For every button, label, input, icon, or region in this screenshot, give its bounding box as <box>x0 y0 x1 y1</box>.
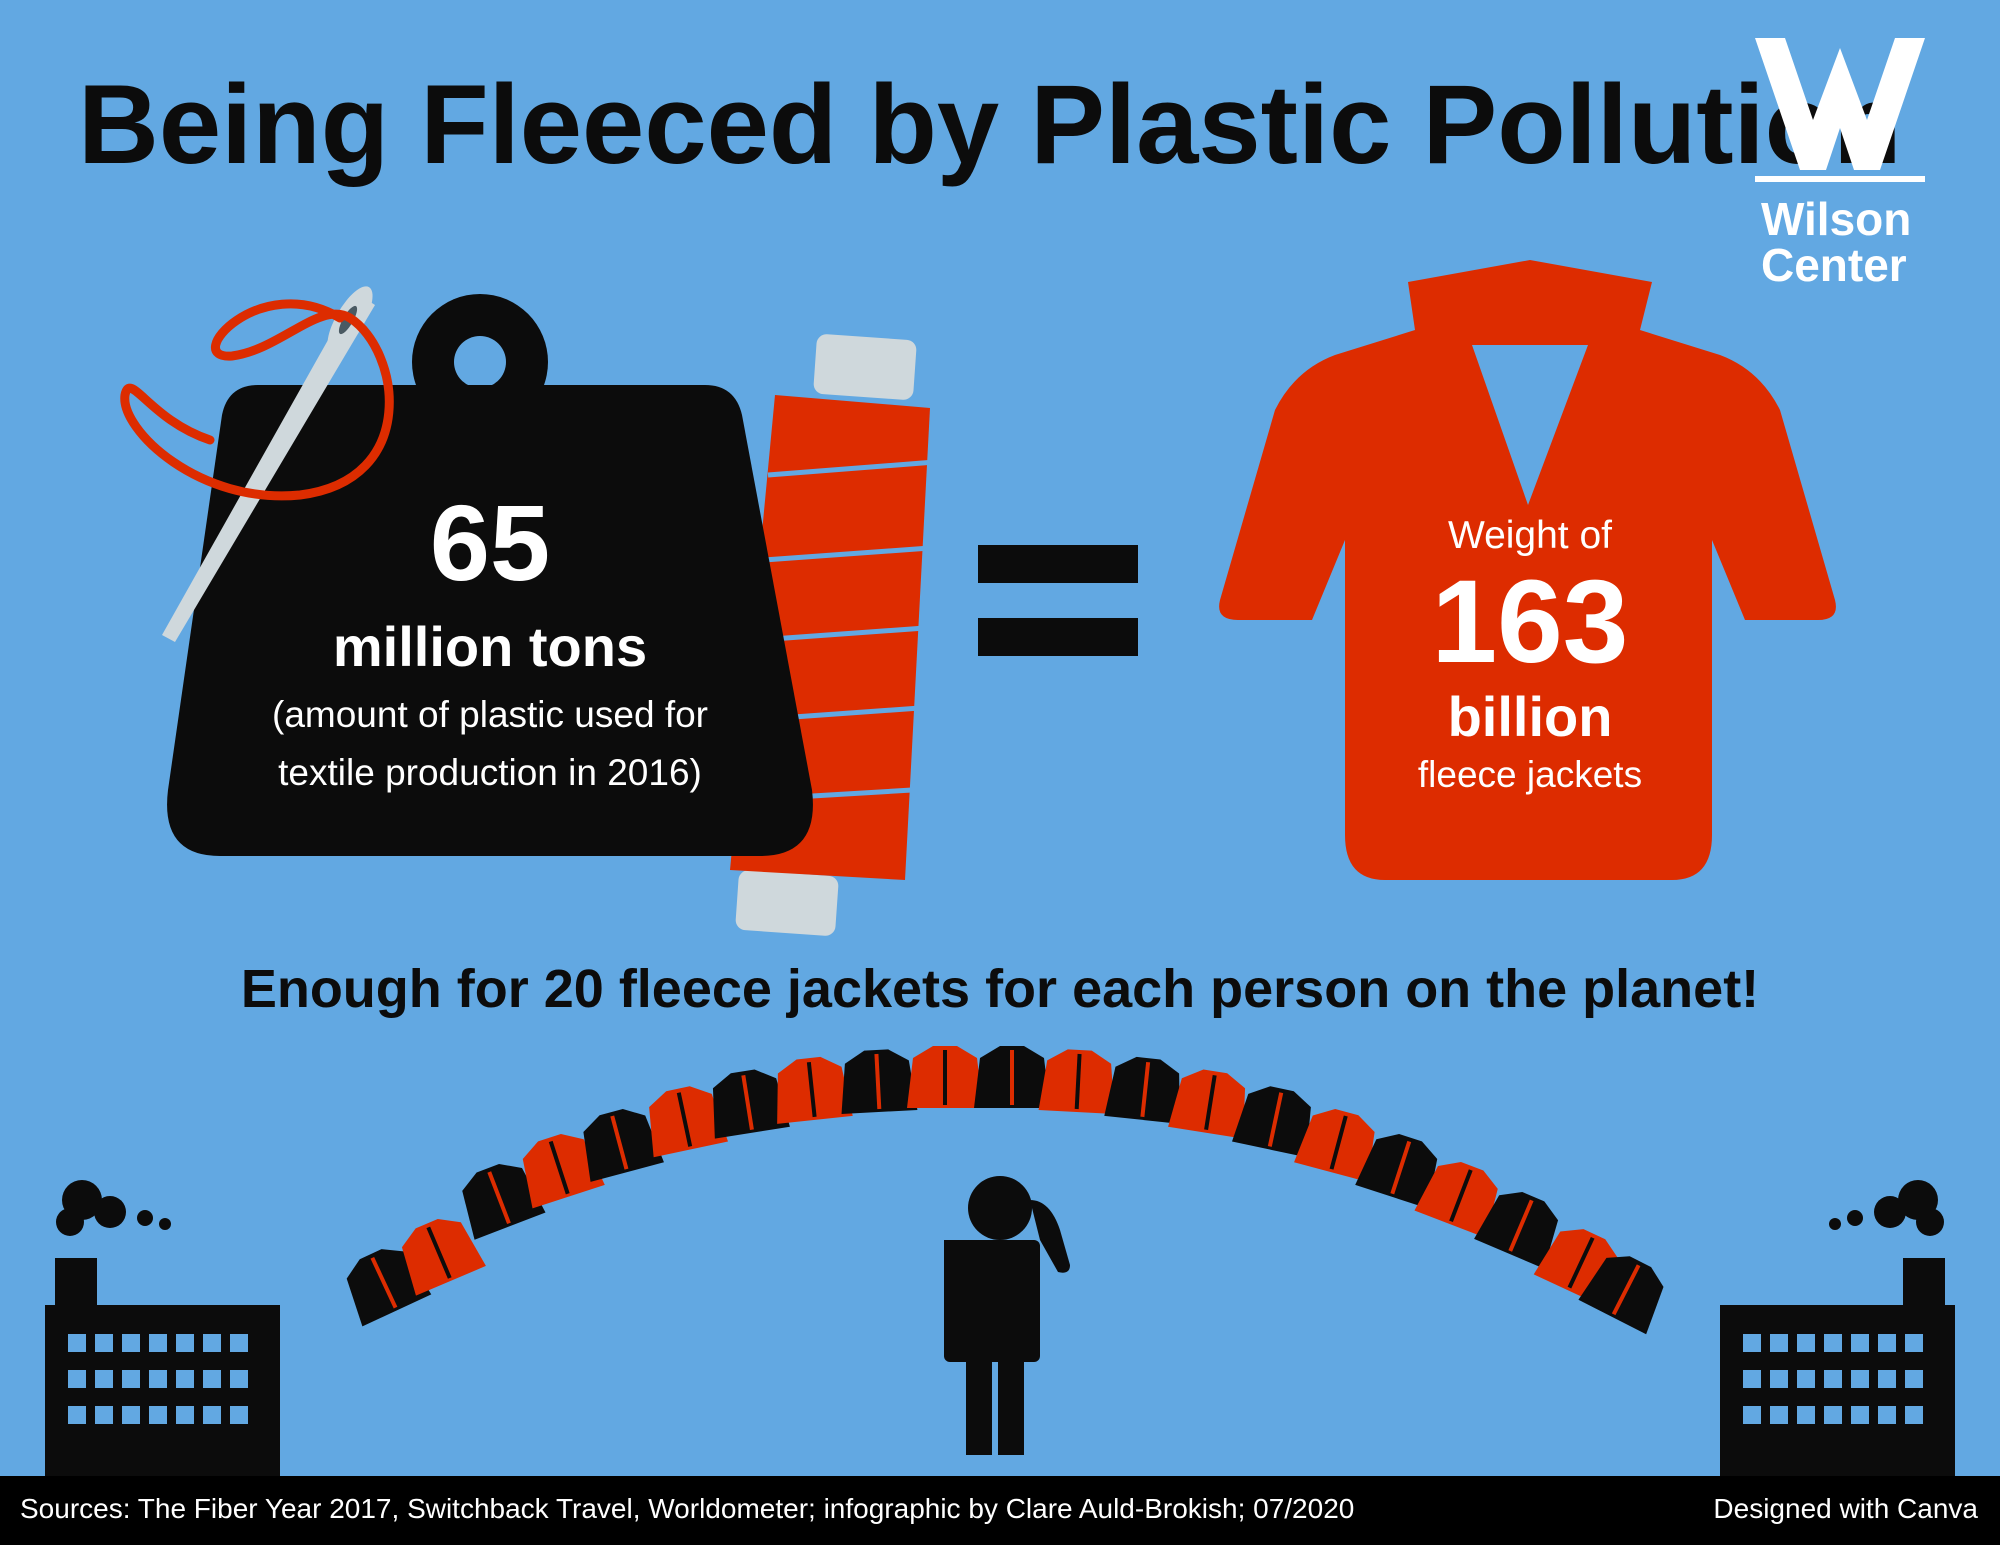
logo-name-line1: Wilson <box>1761 193 1912 245</box>
small-jacket <box>974 1046 1050 1108</box>
small-jacket <box>907 1046 983 1108</box>
small-jacket <box>1168 1069 1246 1139</box>
small-jacket <box>1038 1049 1115 1114</box>
thread-icon <box>120 299 394 501</box>
headline: Enough for 20 fleece jackets for each pe… <box>240 959 1760 1019</box>
design-credit: Designed with Canva <box>1713 1493 1978 1524</box>
logo-name-line2: Center <box>1761 239 1907 291</box>
small-jacket <box>1294 1109 1375 1182</box>
small-jacket <box>522 1133 605 1209</box>
jacket-unit: billion <box>1447 685 1613 748</box>
small-jacket <box>1414 1161 1498 1238</box>
factory-icon <box>1720 1180 1955 1480</box>
plastic-amount-number: 65 <box>429 482 551 603</box>
sources-text: Sources: The Fiber Year 2017, Switchback… <box>20 1493 1355 1524</box>
plastic-description-line2: textile production in 2016) <box>278 752 702 793</box>
equals-icon <box>978 545 1138 656</box>
small-jacket <box>1232 1086 1311 1158</box>
small-jacket <box>1474 1192 1559 1269</box>
person-icon <box>944 1176 1070 1455</box>
plastic-description-line1: (amount of plastic used for <box>272 694 708 735</box>
page-title: Being Fleeced by Plastic Pollution <box>78 62 1902 187</box>
jacket-number: 163 <box>1431 556 1629 688</box>
small-jacket <box>841 1049 918 1114</box>
jacket-row <box>346 1046 1664 1335</box>
wilson-w-icon <box>1755 38 1925 182</box>
small-jacket <box>1104 1056 1180 1124</box>
jacket-prefix: Weight of <box>1447 514 1613 557</box>
jacket-description: fleece jackets <box>1417 754 1643 795</box>
small-jacket <box>401 1219 486 1296</box>
jacket-icon <box>1219 260 1836 880</box>
small-jacket <box>462 1163 546 1240</box>
small-jacket <box>1578 1256 1664 1335</box>
plastic-amount-unit: million tons <box>332 615 648 678</box>
wilson-center-logo: Wilson Center <box>1755 38 1925 298</box>
small-jacket <box>583 1109 664 1182</box>
plastic-amount-description: (amount of plastic used for textile prod… <box>220 686 760 802</box>
small-jacket <box>1355 1133 1438 1209</box>
small-jacket <box>649 1086 728 1158</box>
small-jacket <box>777 1056 853 1124</box>
weight-icon <box>167 294 813 856</box>
factory-icon <box>45 1180 280 1480</box>
footer-bar <box>0 1476 2000 1545</box>
small-jacket <box>712 1069 790 1139</box>
